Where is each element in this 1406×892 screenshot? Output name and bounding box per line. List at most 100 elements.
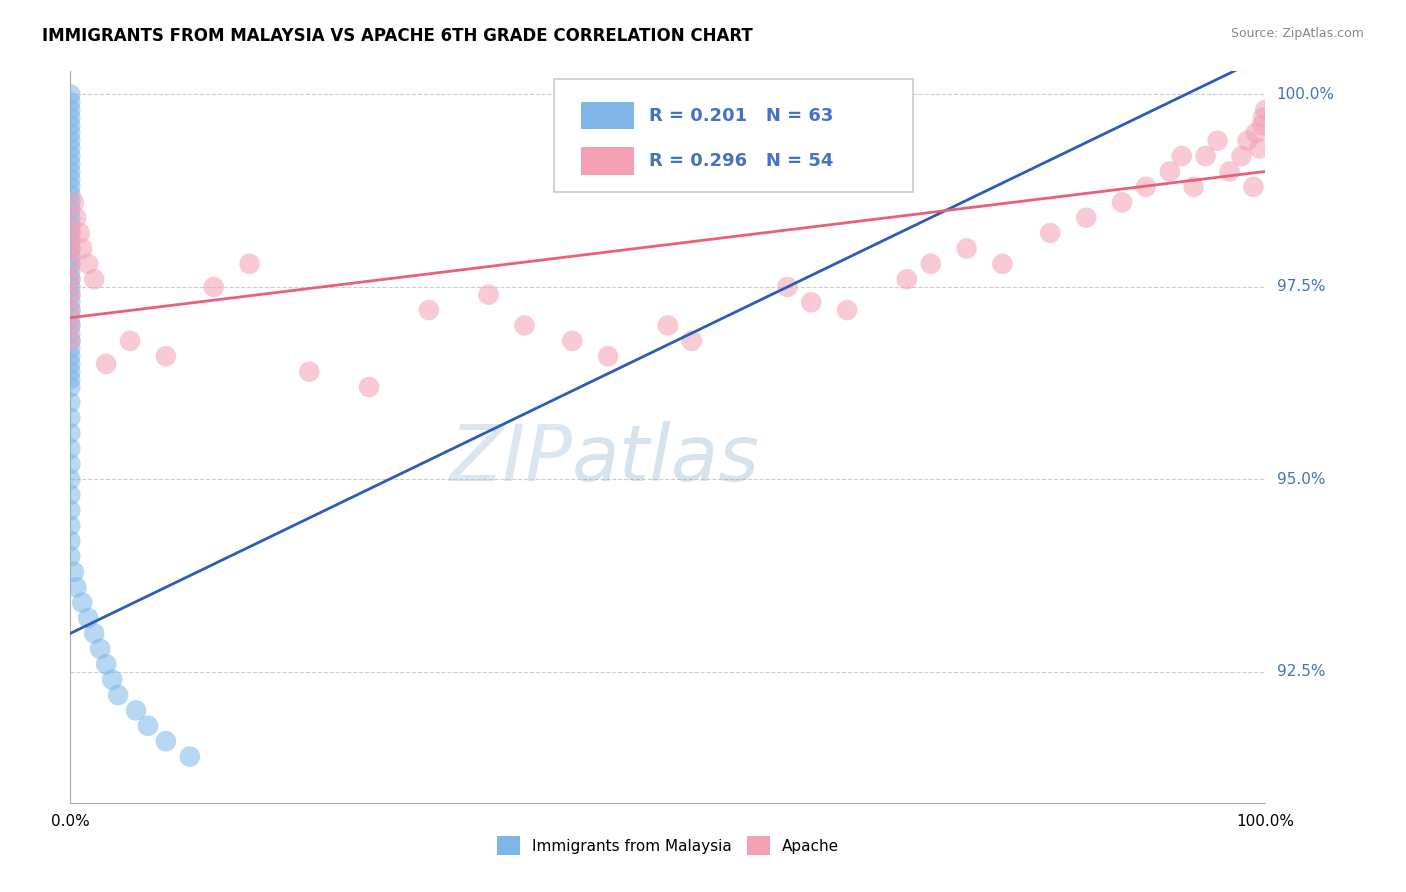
Point bbox=[59, 149, 82, 163]
Point bbox=[96, 357, 117, 371]
Point bbox=[59, 318, 82, 333]
Point bbox=[59, 118, 82, 132]
Point bbox=[136, 719, 159, 733]
Point bbox=[59, 380, 82, 394]
Point bbox=[59, 179, 82, 194]
Point bbox=[59, 272, 82, 286]
Point bbox=[513, 318, 536, 333]
Point bbox=[59, 549, 82, 564]
Point bbox=[59, 164, 82, 178]
Point bbox=[59, 226, 82, 240]
Text: Source: ZipAtlas.com: Source: ZipAtlas.com bbox=[1230, 27, 1364, 40]
Text: 97.5%: 97.5% bbox=[1277, 279, 1324, 294]
FancyBboxPatch shape bbox=[581, 102, 634, 129]
Point bbox=[59, 303, 82, 318]
Point bbox=[59, 326, 82, 340]
Point bbox=[59, 126, 82, 140]
Text: R = 0.201   N = 63: R = 0.201 N = 63 bbox=[648, 106, 834, 125]
Point bbox=[776, 280, 799, 294]
Point bbox=[59, 195, 82, 210]
Point bbox=[59, 310, 82, 325]
Point bbox=[202, 280, 225, 294]
Point bbox=[59, 242, 82, 256]
Point bbox=[956, 242, 979, 256]
Point bbox=[1159, 164, 1181, 178]
Point bbox=[101, 673, 124, 687]
Point bbox=[1243, 179, 1265, 194]
Point bbox=[77, 257, 100, 271]
Point bbox=[59, 334, 82, 348]
Point bbox=[155, 734, 177, 748]
Point bbox=[59, 211, 82, 225]
Point bbox=[59, 457, 82, 471]
Legend: Immigrants from Malaysia, Apache: Immigrants from Malaysia, Apache bbox=[491, 830, 845, 861]
Point bbox=[59, 202, 82, 217]
Point bbox=[59, 372, 82, 386]
Point bbox=[59, 103, 82, 117]
Point bbox=[59, 141, 82, 155]
Text: ZIP: ZIP bbox=[450, 421, 572, 497]
Point bbox=[298, 365, 321, 379]
Point bbox=[59, 442, 82, 456]
Point bbox=[59, 264, 82, 278]
Point bbox=[83, 626, 105, 640]
Point bbox=[59, 111, 82, 125]
Point bbox=[1195, 149, 1218, 163]
Point bbox=[1039, 226, 1062, 240]
Point bbox=[59, 357, 82, 371]
Text: 100.0%: 100.0% bbox=[1277, 87, 1334, 102]
Point bbox=[83, 272, 105, 286]
Text: 92.5%: 92.5% bbox=[1277, 665, 1324, 680]
Point bbox=[1250, 118, 1272, 132]
Point bbox=[1171, 149, 1194, 163]
Point bbox=[59, 272, 82, 286]
Point bbox=[59, 249, 82, 263]
Point bbox=[59, 410, 82, 425]
Point bbox=[418, 303, 440, 318]
Point bbox=[59, 280, 82, 294]
Point bbox=[1111, 195, 1133, 210]
Point bbox=[59, 534, 82, 549]
Point bbox=[59, 287, 82, 301]
Point bbox=[59, 95, 82, 110]
Point bbox=[59, 219, 82, 233]
Point bbox=[1135, 179, 1157, 194]
Point bbox=[1244, 126, 1267, 140]
Text: R = 0.296   N = 54: R = 0.296 N = 54 bbox=[648, 152, 834, 170]
Point bbox=[59, 257, 82, 271]
Text: 95.0%: 95.0% bbox=[1277, 472, 1324, 487]
Point bbox=[59, 518, 82, 533]
Point bbox=[59, 318, 82, 333]
Point bbox=[59, 303, 82, 318]
Point bbox=[59, 257, 82, 271]
Point bbox=[478, 287, 501, 301]
Point bbox=[77, 611, 100, 625]
FancyBboxPatch shape bbox=[581, 147, 634, 175]
Point bbox=[1076, 211, 1098, 225]
Point bbox=[107, 688, 129, 702]
Point bbox=[70, 596, 93, 610]
Point bbox=[59, 172, 82, 186]
Point bbox=[561, 334, 583, 348]
Point bbox=[120, 334, 141, 348]
Point bbox=[65, 580, 87, 594]
Point bbox=[920, 257, 942, 271]
Point bbox=[598, 349, 620, 363]
Point bbox=[59, 187, 82, 202]
Point bbox=[1182, 179, 1205, 194]
Point bbox=[59, 488, 82, 502]
Point bbox=[155, 349, 177, 363]
Point bbox=[125, 703, 148, 717]
Point bbox=[59, 87, 82, 102]
Point bbox=[65, 211, 87, 225]
Point bbox=[681, 334, 703, 348]
Point bbox=[1206, 134, 1229, 148]
Point bbox=[1218, 164, 1241, 178]
Point bbox=[59, 157, 82, 171]
Point bbox=[179, 749, 201, 764]
Point bbox=[1230, 149, 1253, 163]
Point bbox=[59, 295, 82, 310]
Point bbox=[59, 395, 82, 409]
Point bbox=[657, 318, 679, 333]
Point bbox=[69, 226, 91, 240]
